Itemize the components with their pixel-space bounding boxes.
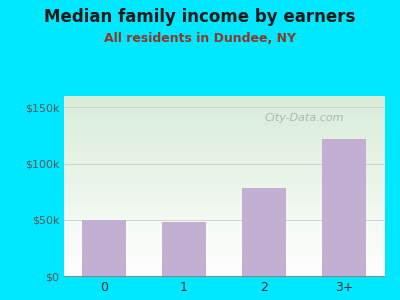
- Text: City-Data.com: City-Data.com: [264, 112, 344, 123]
- Bar: [322, 139, 366, 276]
- Text: Median family income by earners: Median family income by earners: [44, 8, 356, 26]
- Bar: [82, 220, 126, 276]
- Bar: [162, 222, 206, 276]
- Bar: [242, 188, 286, 276]
- Text: All residents in Dundee, NY: All residents in Dundee, NY: [104, 32, 296, 44]
